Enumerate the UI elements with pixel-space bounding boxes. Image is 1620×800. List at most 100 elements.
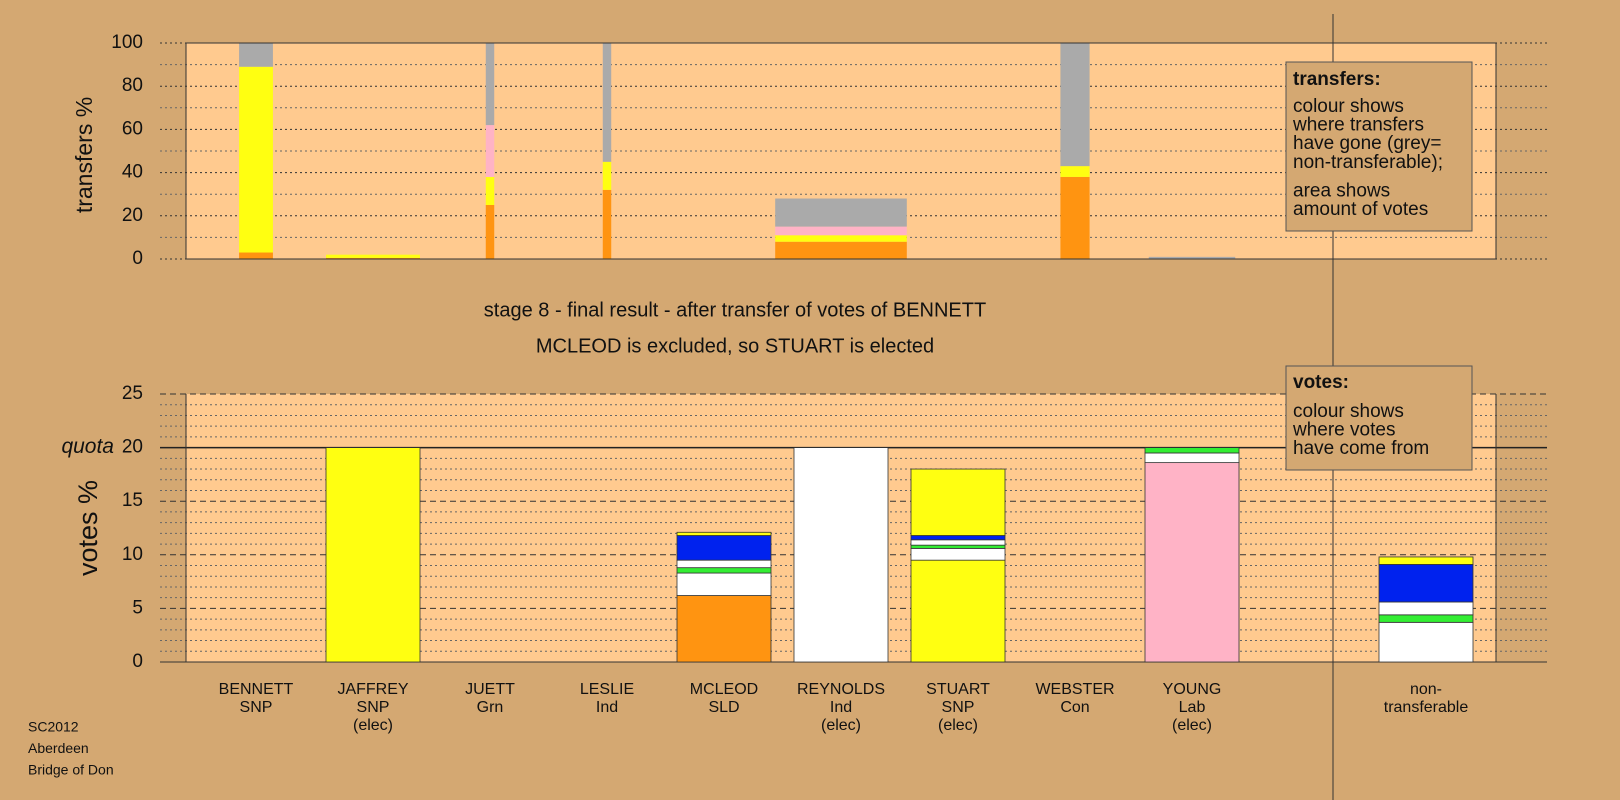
bar-segment bbox=[239, 252, 273, 259]
x-tick-label: Ind bbox=[830, 699, 852, 716]
bar-segment bbox=[1144, 452, 1240, 464]
x-tick-label: (elec) bbox=[353, 717, 393, 734]
note-text: colour shows bbox=[1293, 401, 1404, 422]
y-tick-label: 15 bbox=[122, 490, 143, 511]
x-tick-label: STUART bbox=[926, 681, 990, 698]
x-tick-label: JAFFREY bbox=[337, 681, 408, 698]
note-text: amount of votes bbox=[1293, 199, 1428, 220]
x-tick-label: JUETT bbox=[465, 681, 515, 698]
bar-segment bbox=[676, 535, 772, 561]
footer-text: Aberdeen bbox=[28, 740, 89, 756]
chart-title: stage 8 - final result - after transfer … bbox=[484, 299, 986, 321]
bar-segment bbox=[910, 547, 1006, 561]
note-box bbox=[1285, 365, 1473, 471]
footer-text: SC2012 bbox=[28, 719, 79, 735]
y-tick-label: 25 bbox=[122, 383, 143, 404]
bar-segment bbox=[1060, 43, 1090, 167]
y-tick-label: 10 bbox=[122, 544, 143, 565]
y-tick-label: 20 bbox=[122, 205, 143, 226]
bar-segment bbox=[1378, 614, 1474, 623]
bar-segment bbox=[1144, 447, 1240, 454]
note-text: where transfers bbox=[1292, 115, 1424, 136]
note-text: have gone (grey= bbox=[1293, 133, 1441, 154]
bar-segment bbox=[485, 43, 495, 126]
bar-segment bbox=[602, 43, 612, 162]
bar-segment bbox=[676, 567, 772, 574]
y-axis-title: transfers % bbox=[71, 97, 97, 213]
bar-segment bbox=[602, 189, 612, 259]
x-tick-label: transferable bbox=[1384, 699, 1469, 716]
x-tick-label: SNP bbox=[357, 699, 390, 716]
bar-segment bbox=[1378, 556, 1474, 565]
bar-segment bbox=[485, 125, 495, 177]
bar-segment bbox=[1378, 564, 1474, 603]
bar-segment bbox=[910, 544, 1006, 549]
note-text: have come from bbox=[1293, 438, 1429, 459]
y-tick-label: 0 bbox=[132, 248, 143, 269]
bar-segment bbox=[602, 161, 612, 190]
bar-segment bbox=[775, 241, 907, 259]
chart-subtitle: MCLEOD is excluded, so STUART is elected bbox=[536, 335, 934, 357]
plot-frame bbox=[185, 42, 1497, 260]
bar-segment bbox=[239, 66, 273, 253]
bar-segment bbox=[1060, 176, 1090, 259]
bar-segment bbox=[1378, 601, 1474, 616]
y-axis-title: votes % bbox=[73, 480, 103, 576]
bar-segment bbox=[485, 176, 495, 205]
footer-text: Bridge of Don bbox=[28, 762, 114, 778]
bar-segment bbox=[910, 559, 1006, 663]
bar-segment bbox=[485, 205, 495, 259]
x-tick-label: (elec) bbox=[821, 717, 861, 734]
bar-segment bbox=[676, 572, 772, 596]
x-tick-label: SNP bbox=[942, 699, 975, 716]
y-tick-label: 0 bbox=[132, 651, 143, 672]
x-tick-label: Grn bbox=[477, 699, 504, 716]
y-tick-label: 40 bbox=[122, 162, 143, 183]
bar-segment bbox=[793, 447, 889, 663]
y-tick-label: 20 bbox=[122, 437, 143, 458]
x-tick-label: (elec) bbox=[938, 717, 978, 734]
bar-segment bbox=[1378, 621, 1474, 663]
bar-segment bbox=[325, 447, 421, 663]
bar-segment bbox=[676, 559, 772, 569]
bar-segment bbox=[910, 539, 1006, 546]
bar-segment bbox=[239, 43, 273, 67]
x-tick-label: BENNETT bbox=[219, 681, 294, 698]
y-tick-label: 100 bbox=[111, 32, 143, 53]
x-tick-label: Ind bbox=[596, 699, 618, 716]
y-tick-label: 60 bbox=[122, 118, 143, 139]
x-tick-label: YOUNG bbox=[1163, 681, 1222, 698]
x-tick-label: non- bbox=[1410, 681, 1442, 698]
x-tick-label: (elec) bbox=[1172, 717, 1212, 734]
y-tick-label: 80 bbox=[122, 75, 143, 96]
note-text: non-transferable); bbox=[1293, 152, 1443, 173]
bar-segment bbox=[676, 595, 772, 663]
bar-segment bbox=[1144, 462, 1240, 663]
x-tick-label: WEBSTER bbox=[1035, 681, 1114, 698]
note-title: transfers: bbox=[1293, 69, 1381, 90]
note-text: where votes bbox=[1292, 420, 1395, 441]
y-tick-label: 5 bbox=[132, 597, 143, 618]
note-text: colour shows bbox=[1293, 96, 1404, 117]
x-tick-label: Lab bbox=[1179, 699, 1206, 716]
bar-segment bbox=[775, 235, 907, 242]
note-box bbox=[1285, 61, 1473, 232]
bar-segment bbox=[326, 254, 420, 258]
bar-segment bbox=[1060, 166, 1090, 177]
bar-segment bbox=[775, 198, 907, 227]
bar-segment bbox=[910, 468, 1006, 536]
note-title: votes: bbox=[1293, 372, 1349, 393]
x-tick-label: MCLEOD bbox=[690, 681, 758, 698]
x-tick-label: LESLIE bbox=[580, 681, 634, 698]
x-tick-label: REYNOLDS bbox=[797, 681, 885, 698]
quota-label: quota bbox=[61, 435, 114, 458]
bar-segment bbox=[326, 257, 420, 259]
bar-segment bbox=[775, 226, 907, 236]
bar-segment bbox=[1148, 256, 1236, 259]
x-tick-label: Con bbox=[1060, 699, 1089, 716]
bar-segment bbox=[910, 535, 1006, 541]
x-tick-label: SLD bbox=[708, 699, 739, 716]
note-text: area shows bbox=[1293, 180, 1390, 201]
bar-segment bbox=[676, 531, 772, 536]
